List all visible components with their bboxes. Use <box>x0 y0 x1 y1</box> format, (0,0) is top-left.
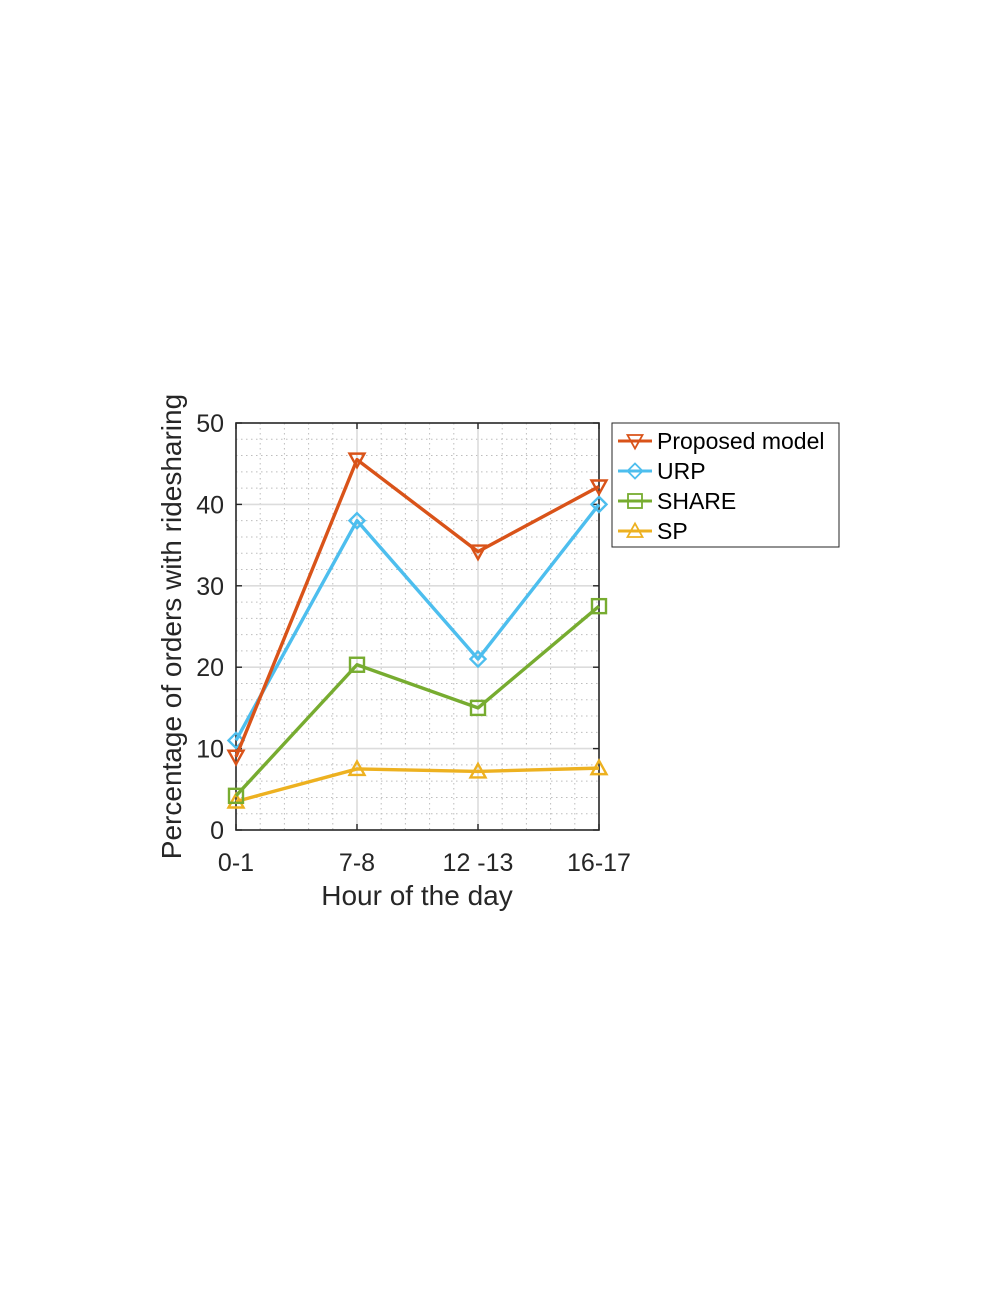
y-tick-label: 10 <box>196 736 224 764</box>
data-point-marker <box>226 731 246 750</box>
data-point-marker <box>589 758 609 776</box>
x-tick-label: 16-17 <box>567 849 631 877</box>
x-tick-label: 0-1 <box>218 849 254 877</box>
series-line <box>234 604 601 797</box>
data-point-marker <box>589 495 609 514</box>
plot-area-border <box>235 422 600 831</box>
legend-item: URP <box>618 458 706 484</box>
legend-label: URP <box>657 458 706 484</box>
series-share <box>227 597 608 805</box>
data-point-marker <box>347 452 367 470</box>
x-tick-label: 7-8 <box>339 849 375 877</box>
data-point-marker <box>469 699 487 717</box>
legend-box <box>611 422 840 548</box>
legend-label: Proposed model <box>657 428 825 454</box>
data-point-marker <box>468 544 488 562</box>
legend-marker <box>627 493 643 509</box>
data-point-marker <box>347 758 367 777</box>
x-axis-label: Hour of the day <box>321 880 512 911</box>
legend-marker <box>626 462 644 480</box>
legend-item: Proposed model <box>618 428 825 454</box>
y-tick-label: 40 <box>196 491 224 519</box>
data-point-marker <box>226 749 246 767</box>
series-line <box>234 503 601 742</box>
minor-grid <box>236 423 599 830</box>
legend-item: SHARE <box>618 488 736 514</box>
data-point-marker <box>590 597 608 615</box>
data-point-marker <box>589 479 609 497</box>
legend: Proposed model URP SHARE SP <box>611 422 840 548</box>
x-tick-labels: 0-1 7-8 12 -13 16-17 <box>218 849 631 877</box>
y-tick-labels: 0 10 20 30 40 50 <box>196 410 224 845</box>
data-point-marker <box>468 761 488 779</box>
legend-label: SHARE <box>657 488 736 514</box>
y-tick-label: 30 <box>196 573 224 601</box>
data-point-marker <box>468 649 488 669</box>
series-proposed-model <box>226 452 609 767</box>
y-tick-label: 50 <box>196 410 224 438</box>
series-sp <box>226 758 609 809</box>
legend-marker <box>625 521 645 538</box>
legend-label: SP <box>657 518 688 544</box>
data-point-marker <box>226 791 246 809</box>
legend-marker <box>625 434 645 451</box>
data-point-marker <box>348 656 366 673</box>
data-point-marker <box>347 511 367 530</box>
y-tick-label: 0 <box>210 817 224 845</box>
y-axis-label: Percentage of orders with ridesharing <box>156 394 187 859</box>
series-line <box>234 457 600 758</box>
y-tick-label: 20 <box>196 654 224 682</box>
x-tick-label: 12 -13 <box>443 849 514 877</box>
legend-item: SP <box>618 518 688 544</box>
series-line <box>235 766 600 804</box>
series-layer <box>226 452 609 809</box>
series-urp <box>226 495 609 750</box>
data-point-marker <box>227 787 245 805</box>
